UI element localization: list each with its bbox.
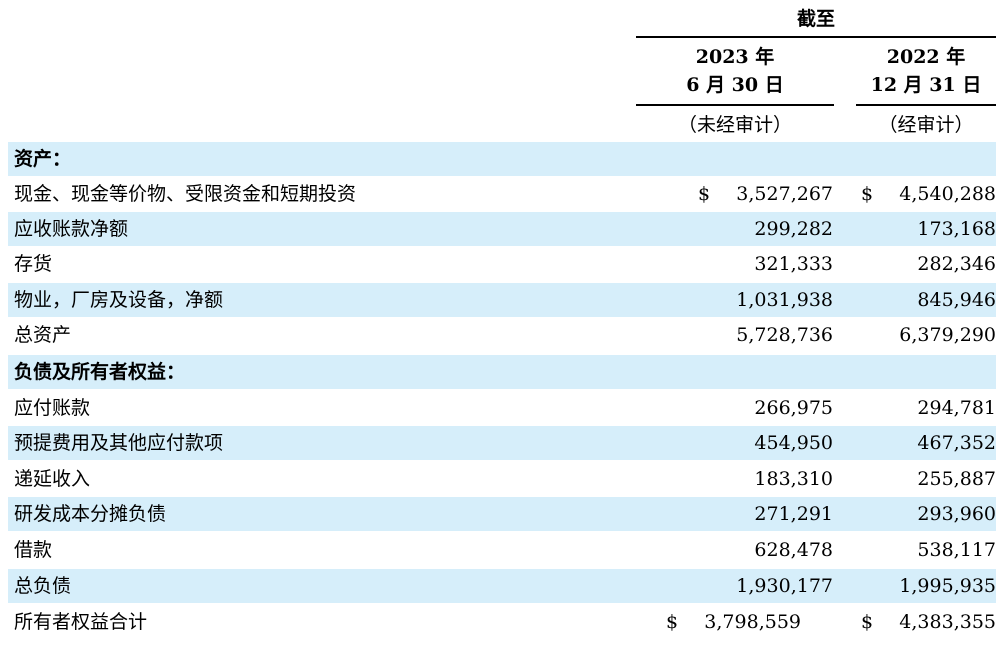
- row-label: 总负债: [14, 575, 72, 597]
- row-label: 现金、现金等价物、受限资金和短期投资: [14, 183, 357, 205]
- value-2022: 255,887: [917, 468, 996, 490]
- col1-note: （未经审计）: [677, 114, 792, 136]
- value-2023: 271,291: [754, 503, 833, 525]
- value-2023: 454,950: [754, 432, 833, 454]
- value-2022: 4,383,355: [899, 611, 996, 633]
- col2-date: 12 月 31 日: [870, 74, 982, 96]
- table-row: 预提费用及其他应付款项 454,950 467,352: [8, 426, 996, 460]
- row-label: 借款: [14, 539, 53, 561]
- table-row: 借款 628,478 538,117: [8, 533, 996, 567]
- value-2022: 467,352: [917, 432, 996, 454]
- value-2022: 1,995,935: [899, 575, 996, 597]
- row-label: 应收账款净额: [14, 218, 129, 240]
- col1-year: 2023 年: [695, 46, 775, 68]
- value-2022: 845,946: [917, 289, 996, 311]
- currency-symbol: $: [861, 183, 874, 205]
- row-label: 物业，厂房及设备，净额: [14, 289, 224, 311]
- value-2023: 321,333: [754, 253, 833, 275]
- table-row: 应付账款 266,975 294,781: [8, 391, 996, 425]
- table-row: 存货 321,333 282,346: [8, 247, 996, 281]
- value-2022: 6,379,290: [899, 324, 996, 346]
- table-row: 物业，厂房及设备，净额 1,031,938 845,946: [8, 283, 996, 317]
- value-2023: 5,728,736: [736, 324, 833, 346]
- table-row: 应收账款净额 299,282 173,168: [8, 212, 996, 246]
- currency-symbol: $: [861, 611, 874, 633]
- table-row: 递延收入 183,310 255,887: [8, 462, 996, 496]
- value-2023: 299,282: [754, 218, 833, 240]
- row-label: 总资产: [14, 324, 72, 346]
- value-2023: 1,930,177: [736, 575, 833, 597]
- col2-year: 2022 年: [886, 46, 966, 68]
- value-2023: 3,527,267: [736, 183, 833, 205]
- row-label: 资产：: [14, 148, 72, 170]
- currency-symbol: $: [666, 611, 679, 633]
- value-2022: 294,781: [917, 397, 996, 419]
- row-label: 所有者权益合计: [14, 611, 148, 633]
- row-label: 研发成本分摊负债: [14, 503, 167, 525]
- value-2022: 4,540,288: [899, 183, 996, 205]
- col2-rule: [856, 104, 996, 106]
- row-label: 存货: [14, 253, 53, 275]
- row-label: 负债及所有者权益：: [14, 361, 186, 383]
- col1-date: 6 月 30 日: [686, 74, 784, 96]
- row-label: 预提费用及其他应付款项: [14, 432, 224, 454]
- table-row: 研发成本分摊负债 271,291 293,960: [8, 497, 996, 531]
- table-row: 负债及所有者权益：: [8, 355, 996, 389]
- table-row: 总负债 1,930,177 1,995,935: [8, 569, 996, 603]
- table-row: 总资产 5,728,736 6,379,290: [8, 318, 996, 352]
- value-2023: 266,975: [754, 397, 833, 419]
- value-2022: 282,346: [917, 253, 996, 275]
- value-2023: 628,478: [754, 539, 833, 561]
- value-2023: 1,031,938: [736, 289, 833, 311]
- col2-note: （经审计）: [878, 114, 974, 136]
- as-of-rule: [636, 36, 996, 38]
- value-2023: 183,310: [754, 468, 833, 490]
- table-row: 资产：: [8, 142, 996, 176]
- as-of-header: 截至: [796, 8, 835, 30]
- value-2022: 538,117: [917, 539, 996, 561]
- col1-rule: [636, 104, 834, 106]
- table-row: 现金、现金等价物、受限资金和短期投资 $ 3,527,267 $ 4,540,2…: [8, 177, 996, 211]
- value-2023: 3,798,559: [704, 611, 801, 633]
- row-label: 递延收入: [14, 468, 91, 490]
- table-row: 所有者权益合计 $ 3,798,559 $ 4,383,355: [8, 605, 996, 639]
- value-2022: 293,960: [917, 503, 996, 525]
- currency-symbol: $: [698, 183, 711, 205]
- value-2022: 173,168: [917, 218, 996, 240]
- row-label: 应付账款: [14, 397, 91, 419]
